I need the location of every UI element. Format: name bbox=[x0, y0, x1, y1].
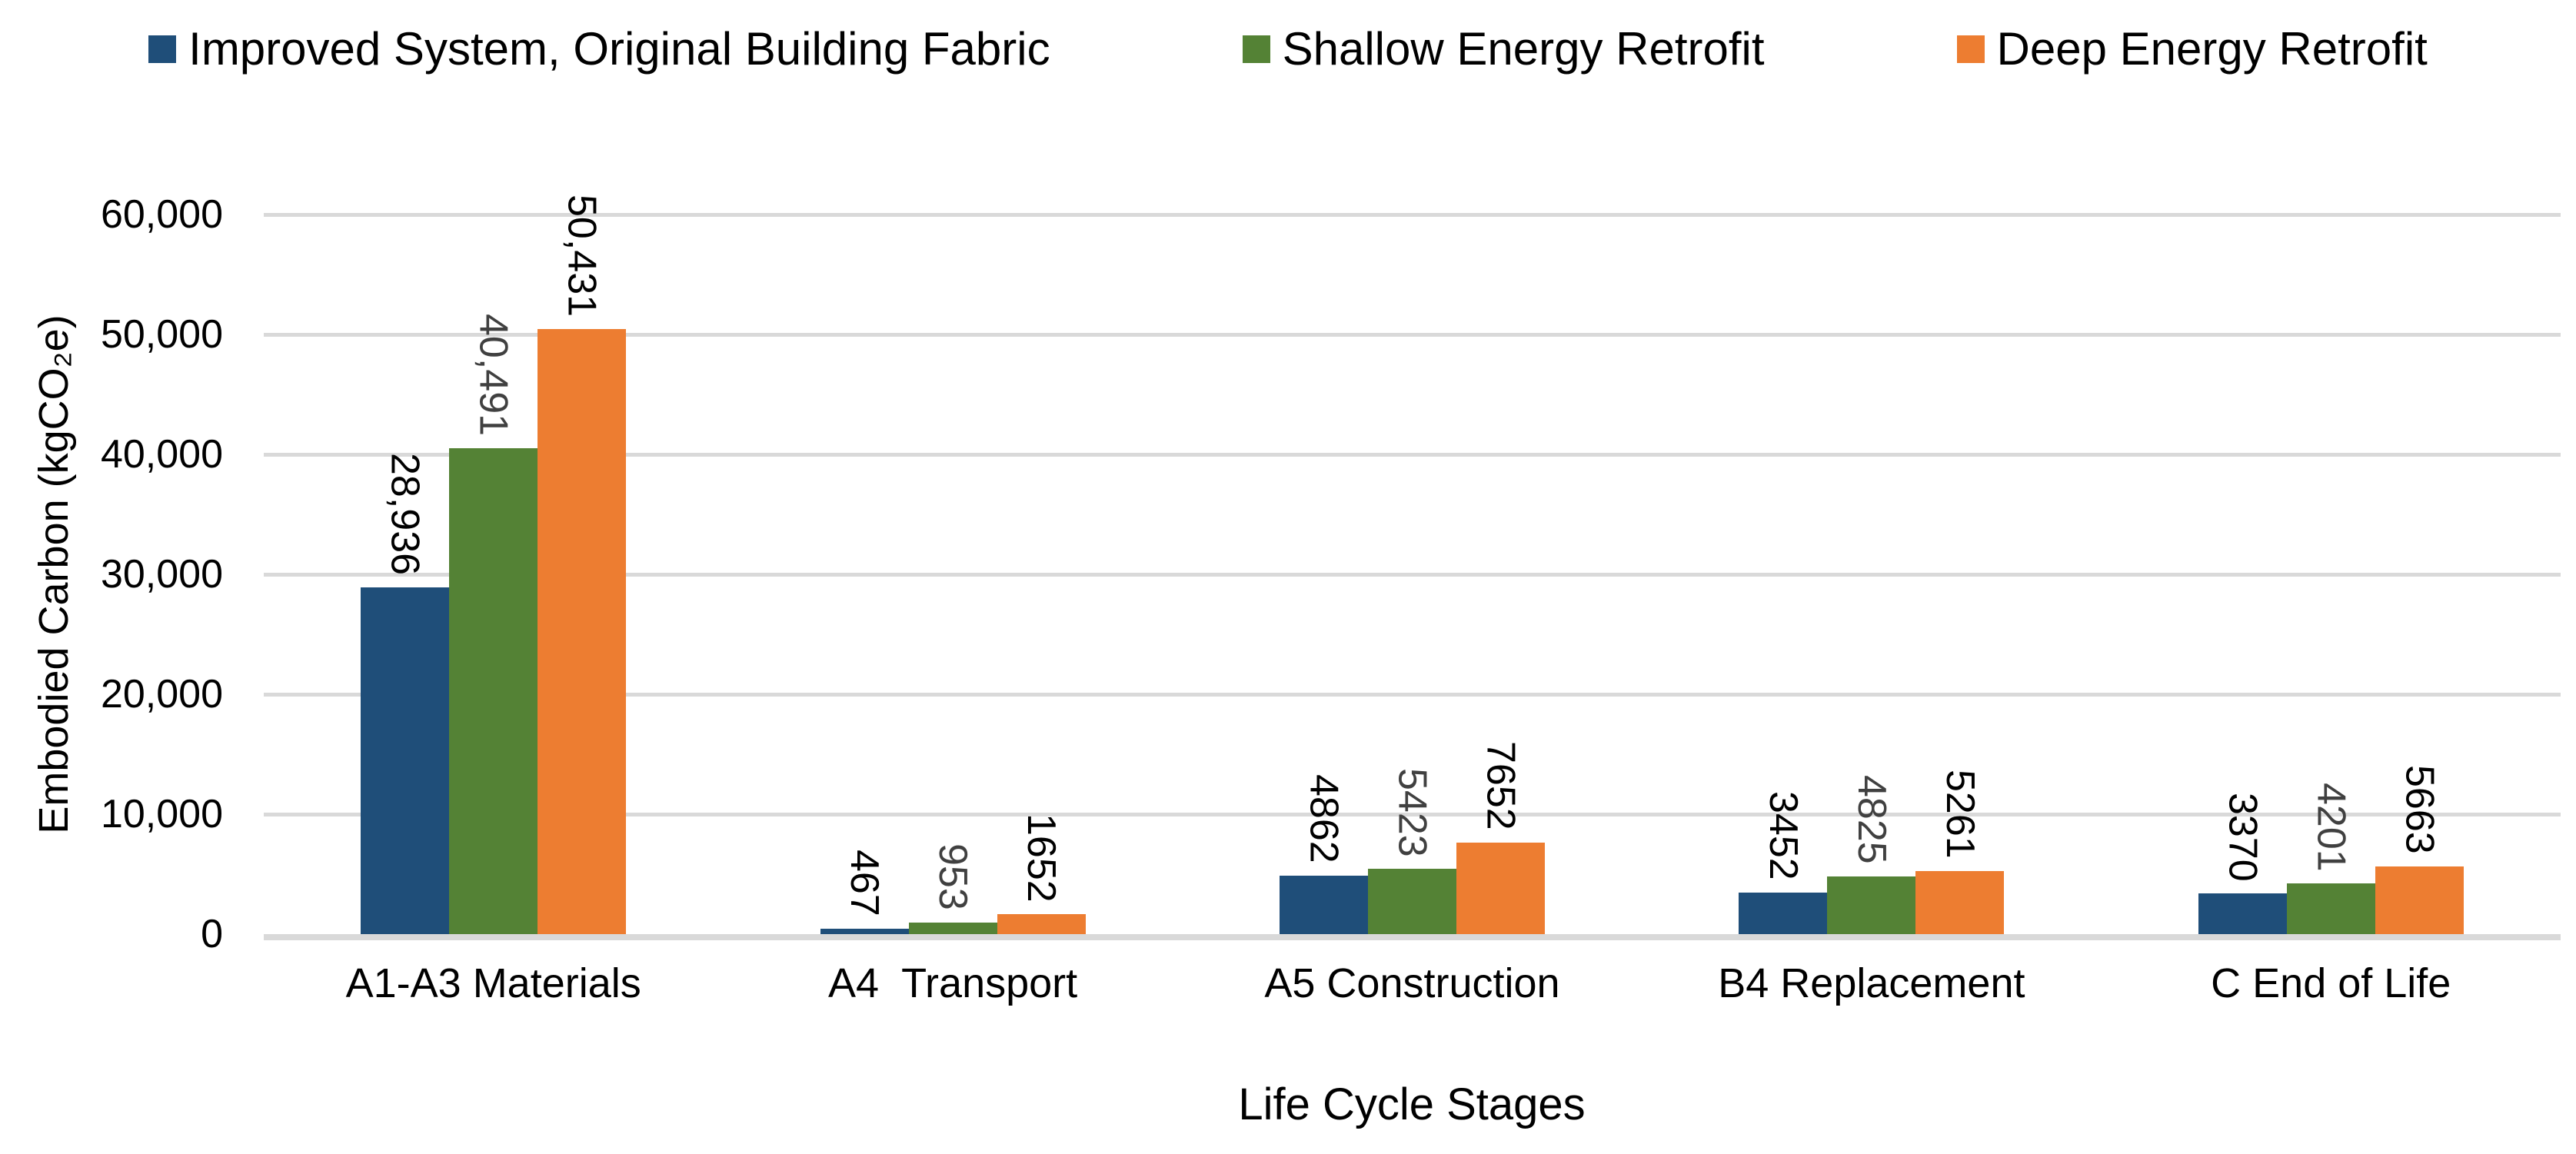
legend-swatch-improved-system bbox=[148, 35, 177, 63]
bar: 4862 bbox=[1279, 774, 1368, 934]
category-labels: A1-A3 Materials A4 Transport A5 Constructi… bbox=[264, 960, 2561, 1006]
bar-data-label: 28,936 bbox=[382, 452, 428, 575]
y-tick-label: 60,000 bbox=[100, 192, 223, 237]
bar: 5423 bbox=[1367, 768, 1456, 934]
legend-label: Shallow Energy Retrofit bbox=[1282, 23, 1765, 75]
gridline bbox=[264, 692, 2561, 697]
bar: 4201 bbox=[2286, 783, 2375, 934]
bar-groups: 28,936 40,491 50,431 467 953 1652 4862 5423 7652… bbox=[264, 195, 2561, 934]
legend: Improved System, Original Building Fabri… bbox=[0, 26, 2576, 72]
bar-data-label: 5261 bbox=[1937, 770, 1982, 859]
bar: 1652 bbox=[997, 813, 1086, 934]
bar-data-label: 4825 bbox=[1849, 775, 1894, 864]
bar-group: 28,936 40,491 50,431 bbox=[264, 195, 723, 934]
bar: 3452 bbox=[1739, 791, 1828, 934]
bar-data-label: 5663 bbox=[2397, 764, 2442, 854]
bar: 467 bbox=[820, 850, 909, 934]
category-label: A4 Transport bbox=[828, 960, 1078, 1006]
plot-area: 28,936 40,491 50,431 467 953 1652 4862 5423 7652… bbox=[264, 195, 2561, 940]
bar-group: 467 953 1652 bbox=[723, 215, 1182, 934]
gridlines bbox=[264, 213, 2561, 940]
legend-label: Deep Energy Retrofit bbox=[1996, 23, 2428, 75]
bar: 28,936 bbox=[361, 453, 450, 934]
legend-item-deep-energy-retrofit: Deep Energy Retrofit bbox=[1956, 23, 2428, 75]
gridline bbox=[264, 213, 2561, 217]
y-tick-label: 40,000 bbox=[100, 431, 223, 477]
bar-data-label: 3370 bbox=[2220, 792, 2265, 882]
y-tick-label: 30,000 bbox=[100, 552, 223, 597]
legend-swatch-shallow-energy-retrofit bbox=[1242, 35, 1270, 63]
bar: 3370 bbox=[2198, 793, 2287, 934]
bar: 5663 bbox=[2375, 765, 2464, 934]
y-tick-label: 50,000 bbox=[100, 311, 223, 357]
bar-data-label: 7652 bbox=[1478, 740, 1523, 830]
category-label: C End of Life bbox=[2211, 960, 2451, 1006]
y-tick-label: 0 bbox=[201, 912, 223, 956]
y-tick-label: 20,000 bbox=[100, 671, 223, 717]
gridline bbox=[264, 813, 2561, 816]
category-label: B4 Replacement bbox=[1718, 960, 2025, 1006]
bar-data-label: 467 bbox=[842, 849, 887, 916]
legend-item-improved-system: Improved System, Original Building Fabri… bbox=[148, 26, 1050, 72]
y-tick-label: 10,000 bbox=[100, 792, 223, 836]
bar: 5261 bbox=[1915, 770, 2005, 934]
bar: 4825 bbox=[1827, 775, 1916, 934]
gridline bbox=[264, 573, 2561, 577]
bar: 40,491 bbox=[449, 314, 538, 934]
bar-group: 3452 4825 5261 bbox=[1642, 215, 2101, 934]
bar-data-label: 953 bbox=[930, 843, 976, 911]
legend-label: Improved System, Original Building Fabri… bbox=[188, 23, 1050, 75]
gridline bbox=[264, 452, 2561, 457]
bar-data-label: 4862 bbox=[1301, 774, 1346, 864]
x-axis-title: Life Cycle Stages bbox=[1238, 1079, 1586, 1129]
bar-data-label: 40,491 bbox=[471, 314, 516, 437]
bar: 50,431 bbox=[537, 195, 627, 934]
bar-data-label: 1652 bbox=[1019, 813, 1064, 903]
x-axis-line bbox=[264, 934, 2561, 940]
bar: 7652 bbox=[1456, 741, 1545, 934]
y-axis-ticks: 0 10,000 20,000 30,000 40,000 50,000 60,000 bbox=[0, 195, 223, 954]
bar: 953 bbox=[908, 843, 997, 934]
bar-data-label: 5423 bbox=[1390, 767, 1435, 857]
bar-group: 3370 4201 5663 bbox=[2102, 215, 2561, 934]
bar-data-label: 4201 bbox=[2308, 782, 2354, 872]
bar-group: 4862 5423 7652 bbox=[1183, 215, 1642, 934]
legend-swatch-deep-energy-retrofit bbox=[1956, 35, 1985, 63]
category-label: A5 Construction bbox=[1264, 960, 1560, 1006]
legend-item-shallow-energy-retrofit: Shallow Energy Retrofit bbox=[1242, 23, 1765, 75]
bar-data-label: 50,431 bbox=[559, 195, 604, 318]
gridline bbox=[264, 332, 2561, 337]
bar-data-label: 3452 bbox=[1760, 791, 1806, 881]
category-label: A1-A3 Materials bbox=[345, 960, 641, 1006]
